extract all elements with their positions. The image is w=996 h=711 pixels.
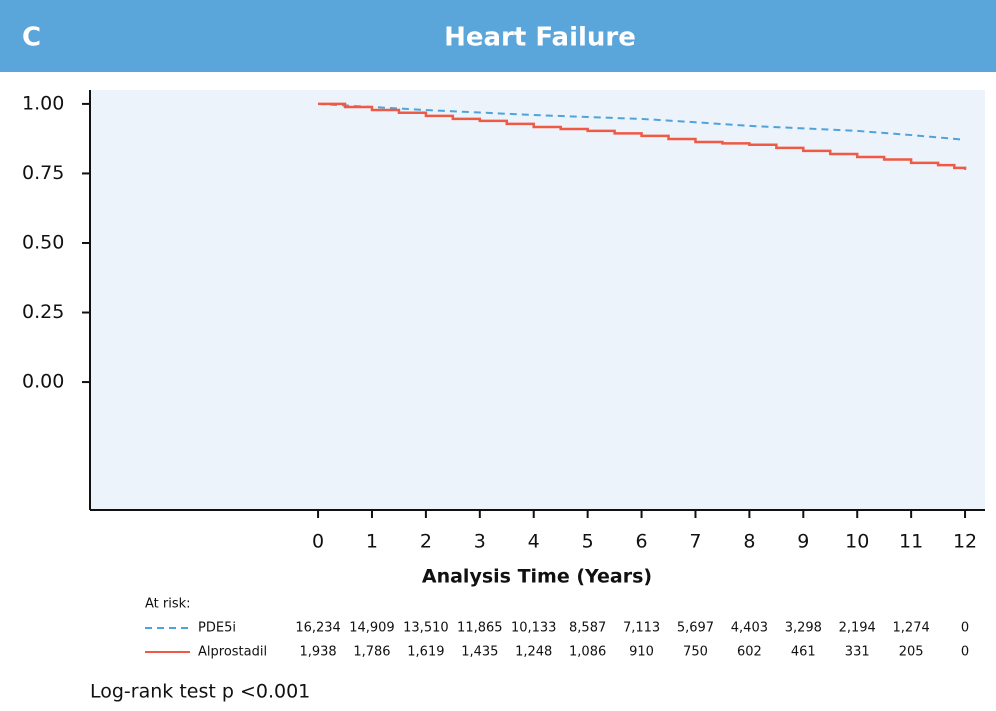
y-tick-label: 1.00 — [22, 92, 64, 114]
at-risk-count: 5,697 — [677, 621, 714, 636]
x-tick-label: 2 — [420, 531, 432, 553]
x-axis-label: Analysis Time (Years) — [422, 566, 652, 588]
header-bar — [0, 0, 996, 72]
at-risk-label: At risk: — [145, 597, 191, 612]
at-risk-count: 910 — [629, 645, 654, 660]
at-risk-count: 602 — [737, 645, 762, 660]
at-risk-count: 14,909 — [349, 621, 395, 636]
at-risk-count: 13,510 — [403, 621, 449, 636]
at-risk-count: 0 — [961, 621, 969, 636]
at-risk-count: 205 — [899, 645, 924, 660]
y-tick-label: 0.75 — [22, 162, 64, 184]
x-tick-label: 12 — [953, 531, 977, 553]
at-risk-count: 461 — [791, 645, 816, 660]
x-tick-label: 6 — [636, 531, 648, 553]
at-risk-count: 4,403 — [731, 621, 768, 636]
at-risk-count: 2,194 — [839, 621, 876, 636]
at-risk-count: 0 — [961, 645, 969, 660]
at-risk-count: 1,938 — [299, 645, 336, 660]
x-tick-label: 1 — [366, 531, 378, 553]
at-risk-count: 331 — [845, 645, 870, 660]
survival-curve — [318, 102, 967, 170]
legend-label: PDE5i — [198, 621, 236, 636]
at-risk-count: 1,619 — [407, 645, 444, 660]
x-tick-label: 7 — [689, 531, 701, 553]
at-risk-count: 1,274 — [893, 621, 930, 636]
x-tick-label: 11 — [899, 531, 923, 553]
plot-area — [90, 90, 985, 510]
at-risk-count: 1,248 — [515, 645, 552, 660]
at-risk-count: 1,786 — [353, 645, 390, 660]
at-risk-count: 7,113 — [623, 621, 660, 636]
at-risk-count: 750 — [683, 645, 708, 660]
at-risk-count: 1,086 — [569, 645, 606, 660]
x-tick-label: 10 — [845, 531, 869, 553]
chart-title: Heart Failure — [444, 23, 636, 53]
x-tick-label: 8 — [743, 531, 755, 553]
survival-curve — [318, 102, 966, 141]
x-tick-label: 0 — [312, 531, 324, 553]
legend-label: Alprostadil — [198, 645, 267, 660]
at-risk-count: 1,435 — [461, 645, 498, 660]
at-risk-count: 3,298 — [785, 621, 822, 636]
x-tick-label: 5 — [582, 531, 594, 553]
x-tick-label: 4 — [528, 531, 540, 553]
y-tick-label: 0.00 — [22, 371, 64, 393]
at-risk-count: 11,865 — [457, 621, 503, 636]
x-tick-label: 3 — [474, 531, 486, 553]
panel-label: C — [22, 23, 41, 53]
at-risk-count: 8,587 — [569, 621, 606, 636]
x-tick-label: 9 — [797, 531, 809, 553]
at-risk-count: 16,234 — [295, 621, 341, 636]
at-risk-count: 10,133 — [511, 621, 557, 636]
y-tick-label: 0.25 — [22, 301, 64, 323]
y-tick-label: 0.50 — [22, 231, 64, 253]
annotation: Log-rank test p <0.001 — [90, 681, 310, 703]
